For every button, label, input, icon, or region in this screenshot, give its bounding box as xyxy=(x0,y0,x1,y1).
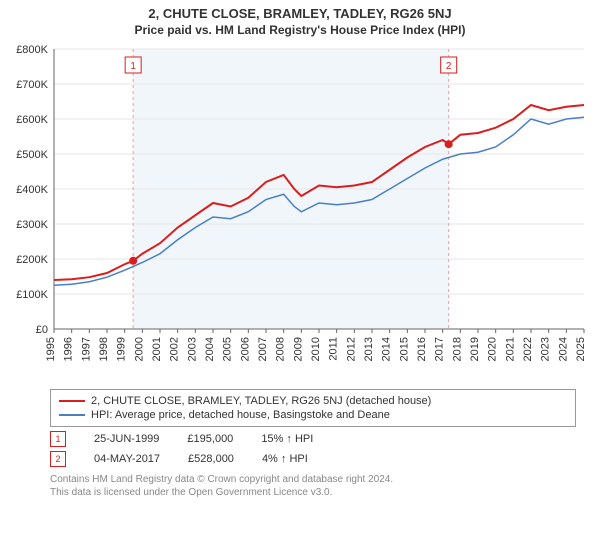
svg-text:2010: 2010 xyxy=(310,337,322,361)
legend-label-series-2: HPI: Average price, detached house, Basi… xyxy=(91,409,390,421)
svg-text:1997: 1997 xyxy=(80,337,92,361)
svg-text:2006: 2006 xyxy=(239,337,251,361)
svg-text:2009: 2009 xyxy=(292,337,304,361)
svg-text:2001: 2001 xyxy=(151,337,163,361)
sale-marker-1: 1 xyxy=(50,431,66,447)
svg-text:2018: 2018 xyxy=(451,337,463,361)
svg-text:1: 1 xyxy=(130,61,136,72)
svg-text:2015: 2015 xyxy=(398,337,410,361)
svg-text:2005: 2005 xyxy=(222,337,234,361)
svg-text:2025: 2025 xyxy=(575,337,587,361)
svg-text:£800K: £800K xyxy=(16,44,48,56)
svg-text:2: 2 xyxy=(446,61,452,72)
sale-price-2: £528,000 xyxy=(188,453,234,465)
attribution-text: Contains HM Land Registry data © Crown c… xyxy=(50,473,576,499)
svg-text:2011: 2011 xyxy=(328,337,340,361)
svg-text:2017: 2017 xyxy=(434,337,446,361)
sale-marker-2: 2 xyxy=(50,451,66,467)
sale-hpi-2: 4% ↑ HPI xyxy=(262,453,308,465)
svg-text:2022: 2022 xyxy=(522,337,534,361)
svg-text:1996: 1996 xyxy=(63,337,75,361)
svg-text:£300K: £300K xyxy=(16,219,48,231)
svg-text:1995: 1995 xyxy=(45,337,57,361)
svg-text:£200K: £200K xyxy=(16,254,48,266)
legend-swatch-series-2 xyxy=(59,414,85,416)
svg-text:2003: 2003 xyxy=(186,337,198,361)
chart-legend: 2, CHUTE CLOSE, BRAMLEY, TADLEY, RG26 5N… xyxy=(50,389,576,427)
svg-text:2013: 2013 xyxy=(363,337,375,361)
svg-text:2000: 2000 xyxy=(133,337,145,361)
svg-text:£500K: £500K xyxy=(16,149,48,161)
page-subtitle: Price paid vs. HM Land Registry's House … xyxy=(10,23,590,37)
sale-row-2: 2 04-MAY-2017 £528,000 4% ↑ HPI xyxy=(50,451,576,467)
svg-text:£700K: £700K xyxy=(16,79,48,91)
svg-text:2012: 2012 xyxy=(345,337,357,361)
page-title: 2, CHUTE CLOSE, BRAMLEY, TADLEY, RG26 5N… xyxy=(10,6,590,21)
price-chart: £0 £100K £200K £300K £400K £500K £600K £700K £80… xyxy=(10,43,590,383)
legend-swatch-series-1 xyxy=(59,400,85,402)
sale-price-1: £195,000 xyxy=(187,433,233,445)
svg-text:2008: 2008 xyxy=(275,337,287,361)
svg-text:2024: 2024 xyxy=(557,337,569,361)
sale-row-1: 1 25-JUN-1999 £195,000 15% ↑ HPI xyxy=(50,431,576,447)
svg-text:2004: 2004 xyxy=(204,337,216,361)
svg-text:2020: 2020 xyxy=(487,337,499,361)
svg-text:1998: 1998 xyxy=(98,337,110,361)
svg-text:2023: 2023 xyxy=(540,337,552,361)
svg-text:2002: 2002 xyxy=(169,337,181,361)
svg-text:2019: 2019 xyxy=(469,337,481,361)
svg-text:£600K: £600K xyxy=(16,114,48,126)
sale-date-1: 25-JUN-1999 xyxy=(94,433,159,445)
svg-text:2021: 2021 xyxy=(504,337,516,361)
legend-label-series-1: 2, CHUTE CLOSE, BRAMLEY, TADLEY, RG26 5N… xyxy=(91,395,431,407)
svg-text:2014: 2014 xyxy=(381,337,393,361)
sale-date-2: 04-MAY-2017 xyxy=(94,453,160,465)
svg-text:2016: 2016 xyxy=(416,337,428,361)
svg-text:£100K: £100K xyxy=(16,289,48,301)
svg-text:£0: £0 xyxy=(36,324,48,336)
sale-hpi-1: 15% ↑ HPI xyxy=(261,433,313,445)
svg-text:£400K: £400K xyxy=(16,184,48,196)
svg-text:2007: 2007 xyxy=(257,337,269,361)
svg-text:1999: 1999 xyxy=(116,337,128,361)
